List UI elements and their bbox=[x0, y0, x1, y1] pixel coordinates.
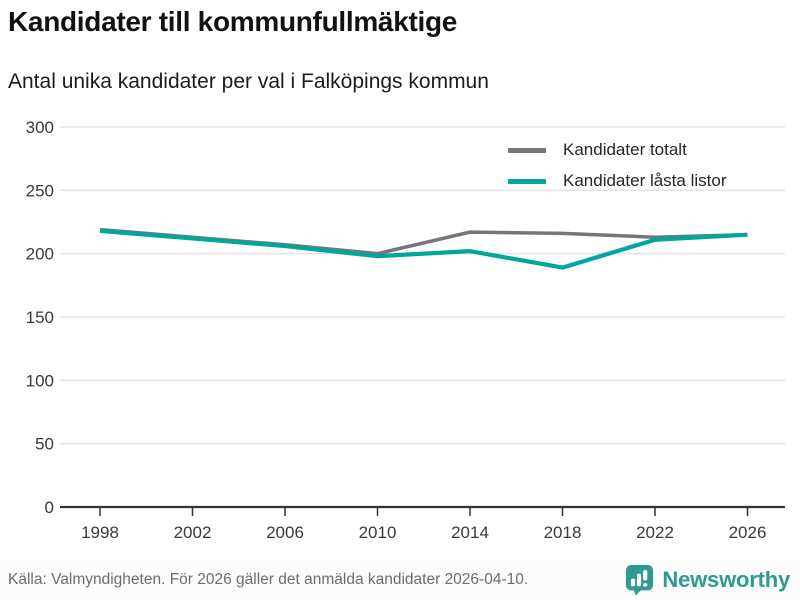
y-tick-label: 300 bbox=[26, 118, 54, 137]
chart-legend: Kandidater totalt Kandidater låsta listo… bbox=[508, 140, 726, 191]
x-tick-label: 2018 bbox=[544, 523, 582, 542]
y-tick-label: 250 bbox=[26, 181, 54, 200]
newsworthy-logo-icon bbox=[626, 565, 654, 596]
legend-swatch-locked bbox=[508, 178, 546, 184]
footer: Källa: Valmyndigheten. För 2026 gäller d… bbox=[0, 560, 800, 600]
x-tick-label: 2014 bbox=[451, 523, 489, 542]
x-tick-label: 2026 bbox=[729, 523, 767, 542]
y-tick-label: 100 bbox=[26, 371, 54, 390]
legend-item-total: Kandidater totalt bbox=[508, 140, 726, 160]
x-tick-label: 2006 bbox=[266, 523, 304, 542]
legend-label-total: Kandidater totalt bbox=[563, 140, 687, 159]
page-title: Kandidater till kommunfullmäktige bbox=[8, 6, 458, 37]
newsworthy-brand: Newsworthy bbox=[625, 564, 790, 596]
x-tick-label: 2022 bbox=[636, 523, 674, 542]
y-tick-label: 0 bbox=[45, 498, 54, 517]
legend-item-locked: Kandidater låsta listor bbox=[508, 171, 726, 191]
y-tick-label: 50 bbox=[35, 435, 54, 454]
y-tick-label: 150 bbox=[26, 308, 54, 327]
page-subtitle: Antal unika kandidater per val i Falköpi… bbox=[8, 70, 489, 93]
x-tick-label: 2002 bbox=[174, 523, 212, 542]
series-line-1 bbox=[99, 228, 748, 270]
x-tick-label: 2010 bbox=[359, 523, 397, 542]
newsworthy-brand-name: Newsworthy bbox=[662, 567, 790, 592]
legend-label-locked: Kandidater låsta listor bbox=[563, 171, 727, 190]
line-chart: 0 50 100 150 200 250 300 1998 2002 2006 2010 2014 20… bbox=[26, 118, 785, 542]
source-note: Källa: Valmyndigheten. För 2026 gäller d… bbox=[8, 571, 529, 588]
y-tick-label: 200 bbox=[26, 245, 54, 264]
x-tick-label: 1998 bbox=[81, 523, 119, 542]
legend-swatch-total bbox=[508, 147, 546, 153]
